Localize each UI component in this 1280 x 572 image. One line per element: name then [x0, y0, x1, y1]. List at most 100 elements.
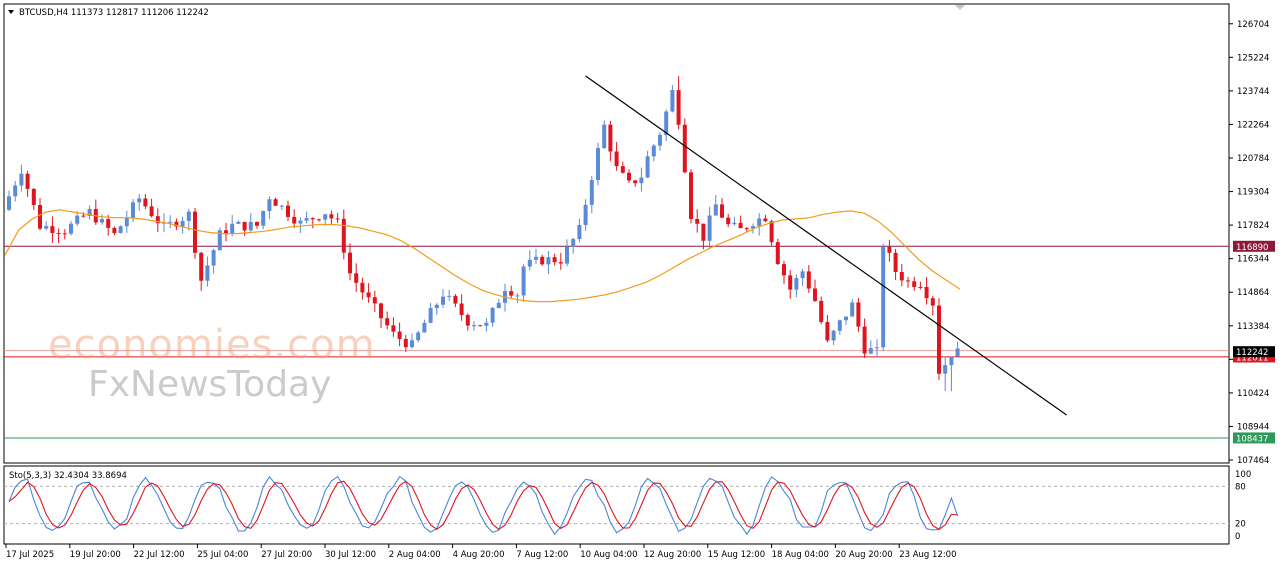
- candle-body: [273, 199, 278, 206]
- candles-group: [7, 76, 960, 392]
- candle-body: [732, 222, 737, 225]
- stochastic-tick-label: 0: [1235, 532, 1240, 542]
- time-tick-label: 12 Aug 20:00: [644, 550, 701, 560]
- candle-body: [478, 325, 483, 327]
- time-tick-label: 19 Jul 20:00: [70, 550, 121, 560]
- candle-body: [69, 223, 73, 234]
- candle-body: [13, 185, 18, 197]
- stochastic-frame: [3, 465, 1230, 545]
- candle-body: [50, 226, 55, 234]
- candle-body: [639, 177, 644, 184]
- candle-body: [298, 220, 303, 224]
- candle-body: [558, 262, 563, 264]
- candle-body: [596, 148, 600, 181]
- candle-body: [75, 215, 80, 224]
- time-tick-label: 20 Aug 20:00: [835, 550, 892, 560]
- stochastic-tick-label: 20: [1235, 520, 1246, 530]
- candle-body: [806, 271, 811, 289]
- candle-body: [515, 295, 520, 297]
- candle-body: [819, 300, 824, 323]
- candle-body: [565, 246, 569, 264]
- time-tick-label: 17 Jul 2025: [6, 550, 54, 560]
- candle-body: [813, 288, 817, 301]
- candle-body: [850, 302, 855, 317]
- candle-body: [38, 204, 42, 229]
- price-tick-label: 110424: [1237, 389, 1269, 399]
- candle-body: [366, 292, 371, 298]
- candle-body: [304, 218, 309, 221]
- candle-body: [335, 218, 340, 220]
- time-tick-label: 7 Aug 12:00: [516, 550, 568, 560]
- level-label-box: [1233, 240, 1275, 252]
- level-label: 116890: [1236, 243, 1268, 253]
- candle-body: [744, 228, 749, 230]
- time-tick-label: 10 Aug 04:00: [580, 550, 637, 560]
- candle-body: [137, 198, 142, 203]
- price-tick-label: 116344: [1237, 255, 1269, 265]
- candle-body: [397, 331, 402, 339]
- candle-body: [205, 265, 210, 281]
- time-tick-label: 4 Aug 20:00: [453, 550, 505, 560]
- candle-body: [707, 215, 712, 241]
- candle-body: [577, 224, 582, 240]
- price-tick-label: 117824: [1237, 221, 1269, 231]
- price-tick-label: 125224: [1237, 53, 1269, 63]
- candle-body: [465, 315, 470, 326]
- candle-body: [230, 223, 235, 235]
- candle-body: [199, 252, 204, 281]
- candle-body: [180, 220, 185, 227]
- candle-body: [775, 242, 780, 265]
- candle-body: [856, 302, 861, 327]
- candle-body: [633, 180, 638, 184]
- candle-body: [757, 218, 762, 227]
- moving-average-line: [4, 209, 961, 303]
- candle-body: [689, 172, 693, 219]
- candle-body: [658, 134, 662, 146]
- candle-body: [410, 340, 414, 348]
- candle-body: [255, 221, 259, 226]
- candle-body: [490, 308, 495, 323]
- candle-body: [862, 326, 867, 354]
- trendline: [585, 75, 1067, 416]
- candle-body: [472, 325, 476, 327]
- candle-body: [837, 320, 842, 331]
- candle-body: [81, 215, 86, 217]
- candle-body: [217, 230, 222, 251]
- candle-body: [149, 206, 154, 217]
- candle-body: [25, 173, 30, 189]
- candle-body: [261, 211, 266, 226]
- candle-body: [868, 348, 873, 354]
- candle-body: [534, 256, 538, 260]
- candle-body: [428, 308, 433, 323]
- candle-body: [310, 218, 315, 220]
- level-label: 112011: [1236, 353, 1268, 363]
- candle-body: [112, 227, 117, 233]
- candle-body: [422, 322, 427, 333]
- candle-body: [56, 233, 61, 235]
- candle-body: [242, 221, 247, 231]
- candle-body: [899, 271, 904, 281]
- candle-body: [441, 296, 445, 305]
- candle-body: [881, 246, 886, 348]
- candle-body: [720, 204, 724, 218]
- price-tick-label: 120784: [1237, 154, 1269, 164]
- candle-body: [286, 205, 290, 217]
- candle-body: [763, 218, 768, 222]
- candle-body: [186, 211, 191, 221]
- stochastic-signal-line: [8, 480, 958, 531]
- candle-body: [434, 304, 439, 309]
- candle-body: [794, 278, 799, 290]
- candle-body: [788, 275, 793, 290]
- candle-body: [360, 282, 365, 293]
- dropdown-arrow-icon: [8, 10, 14, 14]
- candle-body: [552, 257, 557, 263]
- candle-body: [106, 219, 111, 228]
- candle-body: [937, 305, 941, 374]
- candle-body: [193, 211, 197, 253]
- candle-body: [831, 330, 836, 341]
- candle-body: [589, 180, 594, 205]
- symbol-header: BTCUSD,H4 111373 112817 111206 112242: [19, 8, 209, 18]
- candle-body: [782, 264, 786, 276]
- candle-body: [583, 204, 588, 225]
